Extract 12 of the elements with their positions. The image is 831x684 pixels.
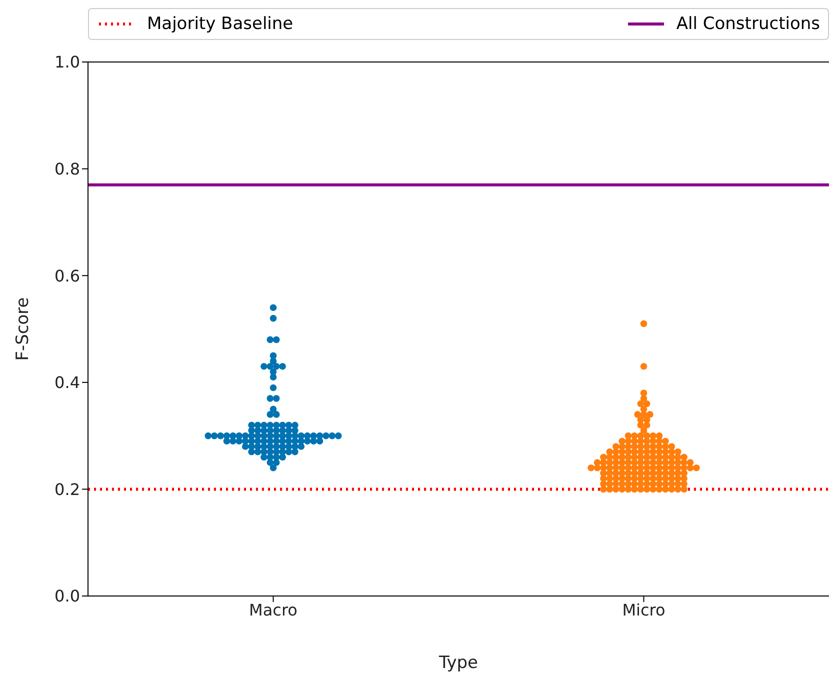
legend-label: Majority Baseline [147,14,294,34]
y-tick-label: 0.4 [54,373,80,392]
y-tick-label: 1.0 [54,52,80,72]
x-tick-label: Micro [622,600,666,620]
y-axis-title: F-Score [13,297,34,361]
y-tick-label: 0.8 [54,159,80,178]
y-tick-label: 0.6 [54,266,80,286]
x-tick-label: Macro [249,600,298,620]
x-axis-title: Type [438,653,478,673]
legend-label: All Constructions [676,14,820,34]
y-tick-label: 0.0 [54,586,80,606]
y-tick-label: 0.2 [54,480,80,499]
